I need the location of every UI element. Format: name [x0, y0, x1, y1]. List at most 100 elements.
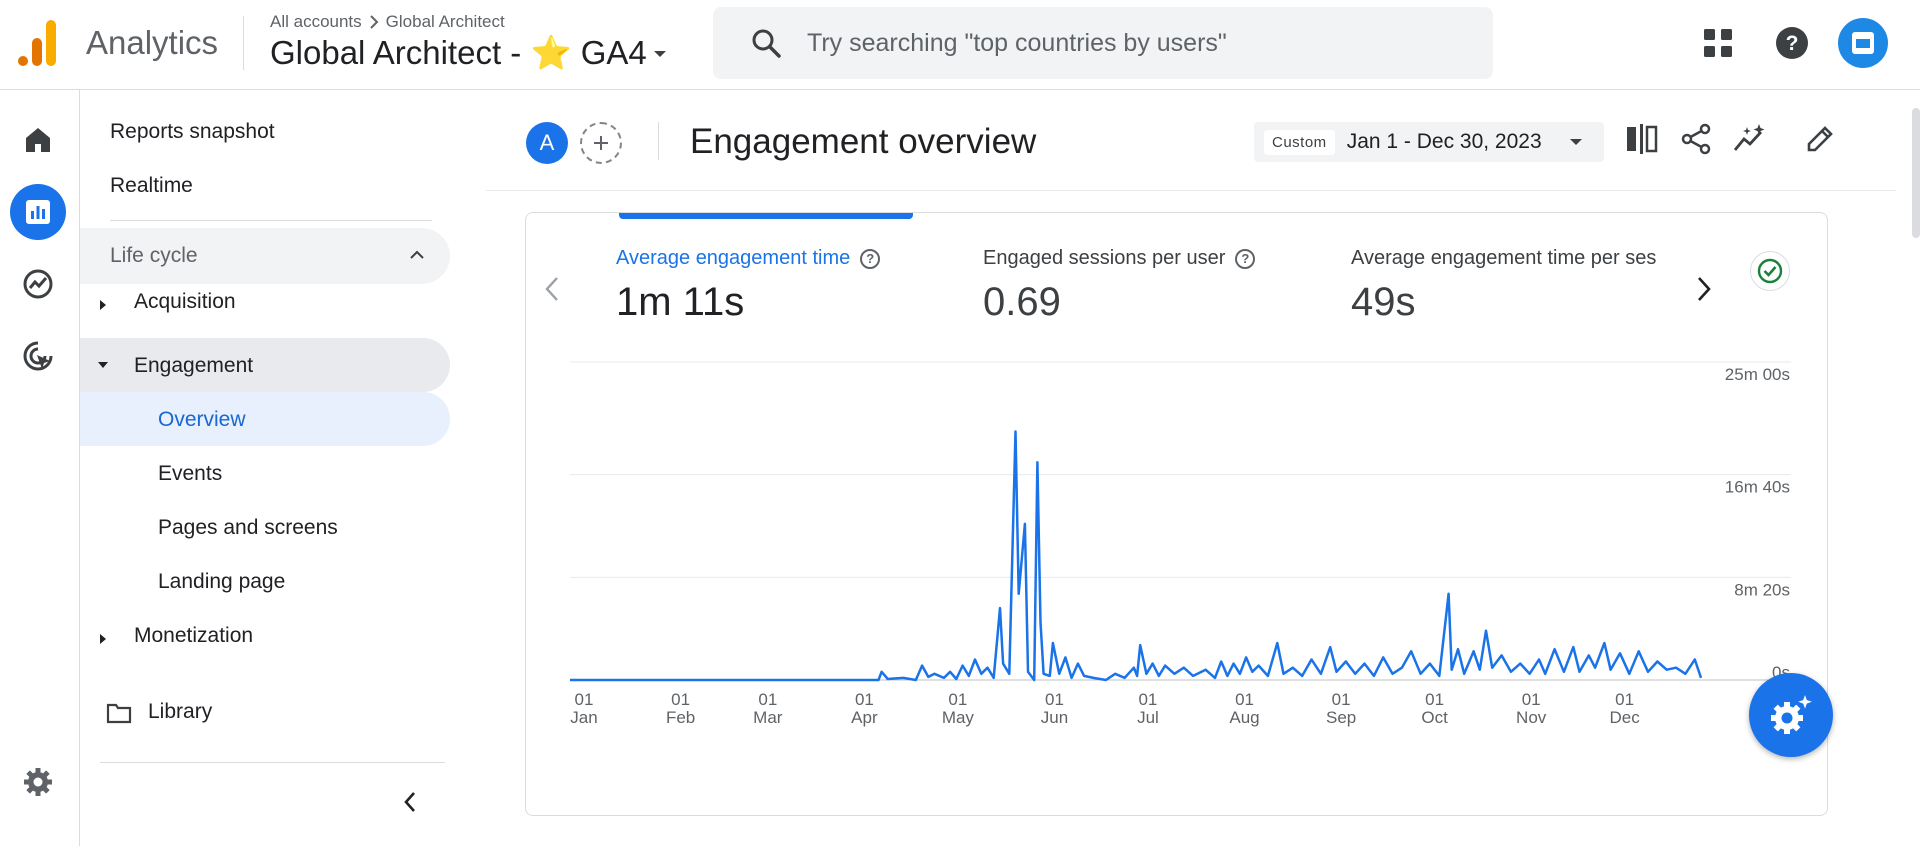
breadcrumb-child[interactable]: Global Architect: [385, 12, 505, 31]
nav-landing-page[interactable]: Landing page: [158, 570, 286, 593]
insights-gear-sparkle-icon: [1771, 695, 1812, 734]
search-bar[interactable]: Try searching "top countries by users": [713, 7, 1493, 79]
nav-events[interactable]: Events: [158, 462, 223, 485]
nav-realtime[interactable]: Realtime: [110, 174, 193, 197]
check-circle-icon: [1757, 258, 1783, 284]
x-tick-label: 01: [1045, 690, 1064, 709]
y-tick-label: 25m 00s: [1725, 365, 1790, 384]
x-tick-label: 01: [758, 690, 777, 709]
add-comparison-button[interactable]: [580, 122, 622, 164]
svg-text:?: ?: [1786, 32, 1799, 55]
x-tick-label: Dec: [1610, 708, 1641, 727]
x-tick-label: 01: [948, 690, 967, 709]
metric-tab-avg-time-per-session[interactable]: Average engagement time per ses 49s: [1351, 247, 1681, 325]
metric-tab-engaged-sessions[interactable]: Engaged sessions per user? 0.69: [983, 247, 1256, 325]
chevron-up-icon: [410, 250, 424, 259]
advertising-target-icon: [23, 341, 53, 371]
page-scrollbar[interactable]: [1912, 108, 1920, 238]
metrics-card: Average engagement time? 1m 11s Engaged …: [525, 212, 1828, 816]
x-tick-label: 01: [1138, 690, 1157, 709]
plus-icon: [594, 136, 608, 150]
x-tick-label: Jun: [1041, 708, 1068, 727]
date-range-text: Jan 1 - Dec 30, 2023: [1346, 130, 1542, 153]
property-selector[interactable]: Global Architect - ⭐ GA4: [270, 34, 667, 73]
expand-arrow-icon[interactable]: [100, 300, 106, 310]
x-tick-label: Apr: [851, 708, 878, 727]
x-tick-label: Sep: [1326, 708, 1356, 727]
rail-admin[interactable]: [10, 754, 66, 810]
rail-home[interactable]: [10, 112, 66, 168]
x-tick-label: Jan: [570, 708, 597, 727]
nav-overview-row[interactable]: Overview: [80, 392, 450, 446]
collapse-nav-chevron-icon[interactable]: [402, 790, 418, 814]
nav-lifecycle-label: Life cycle: [110, 244, 198, 267]
expand-arrow-icon[interactable]: [100, 634, 106, 644]
nav-acquisition[interactable]: Acquisition: [134, 290, 236, 313]
nav-reports-snapshot[interactable]: Reports snapshot: [110, 120, 275, 143]
breadcrumb[interactable]: All accounts Global Architect: [270, 12, 505, 32]
account-avatar[interactable]: [1838, 18, 1888, 68]
insights-sparkle-icon[interactable]: [1733, 122, 1767, 156]
folder-icon: [106, 703, 132, 724]
data-quality-badge[interactable]: [1750, 251, 1790, 291]
x-tick-label: Oct: [1421, 708, 1448, 727]
x-tick-label: 01: [671, 690, 690, 709]
settings-gear-icon: [24, 768, 52, 796]
property-name: Global Architect - ⭐ GA4: [270, 34, 647, 71]
help-icon[interactable]: ?: [860, 248, 881, 269]
help-icon[interactable]: ?: [1775, 26, 1809, 60]
date-range-picker[interactable]: Custom Jan 1 - Dec 30, 2023: [1254, 122, 1604, 162]
nav-pages-screens[interactable]: Pages and screens: [158, 516, 338, 539]
comparison-avatar[interactable]: A: [526, 122, 568, 164]
explore-icon: [23, 269, 53, 299]
rail-advertising[interactable]: [10, 328, 66, 384]
caret-down-icon: [653, 50, 666, 57]
nav-engagement: Engagement: [134, 354, 254, 377]
app-name: Analytics: [86, 24, 219, 61]
x-tick-label: 01: [1615, 690, 1634, 709]
search-placeholder: Try searching "top countries by users": [807, 28, 1227, 57]
topbar-separator: [486, 190, 1896, 191]
x-tick-label: Nov: [1516, 708, 1547, 727]
compare-columns-icon[interactable]: [1625, 122, 1659, 156]
metric-value: 0.69: [983, 280, 1061, 324]
x-tick-label: May: [942, 708, 975, 727]
rail-explore[interactable]: [10, 256, 66, 312]
insights-fab[interactable]: [1749, 673, 1833, 757]
caret-down-icon: [1570, 139, 1582, 145]
chevron-right-icon[interactable]: [1696, 275, 1712, 303]
x-tick-label: 01: [855, 690, 874, 709]
profile-picture-icon: [1852, 32, 1874, 54]
breadcrumb-root[interactable]: All accounts: [270, 12, 362, 31]
edit-pencil-icon[interactable]: [1803, 122, 1837, 156]
nav-library[interactable]: Library: [148, 700, 213, 723]
analytics-logo-icon[interactable]: [18, 20, 58, 66]
page-title: Engagement overview: [690, 122, 1037, 161]
help-icon[interactable]: ?: [1235, 248, 1256, 269]
chevron-right-icon: [369, 15, 379, 29]
nav-overview: Overview: [158, 408, 246, 431]
nav-monetization[interactable]: Monetization: [134, 624, 254, 647]
search-icon: [752, 29, 781, 58]
date-custom-tag: Custom: [1264, 129, 1335, 155]
metric-tab-avg-engagement-time[interactable]: Average engagement time? 1m 11s: [616, 247, 881, 325]
x-tick-label: Aug: [1229, 708, 1259, 727]
nav-lifecycle-header[interactable]: Life cycle: [80, 228, 450, 284]
x-tick-label: Feb: [666, 708, 695, 727]
x-tick-label: Jul: [1137, 708, 1159, 727]
reports-nav: Reports snapshot Realtime Life cycle Acq…: [80, 90, 470, 846]
nav-engagement-row[interactable]: Engagement: [80, 338, 450, 392]
apps-grid-icon[interactable]: [1703, 28, 1733, 58]
rail-reports[interactable]: [10, 184, 66, 240]
chevron-left-icon[interactable]: [544, 275, 560, 303]
nav-divider: [110, 220, 432, 221]
collapse-arrow-icon: [98, 362, 108, 368]
x-tick-label: 01: [1425, 690, 1444, 709]
share-icon[interactable]: [1679, 122, 1713, 156]
nav-divider: [100, 762, 445, 763]
x-tick-label: 01: [575, 690, 594, 709]
header-divider: [243, 16, 244, 70]
nav-rail: [0, 90, 80, 846]
metric-label: Average engagement time per ses: [1351, 247, 1657, 269]
x-tick-label: 01: [1332, 690, 1351, 709]
